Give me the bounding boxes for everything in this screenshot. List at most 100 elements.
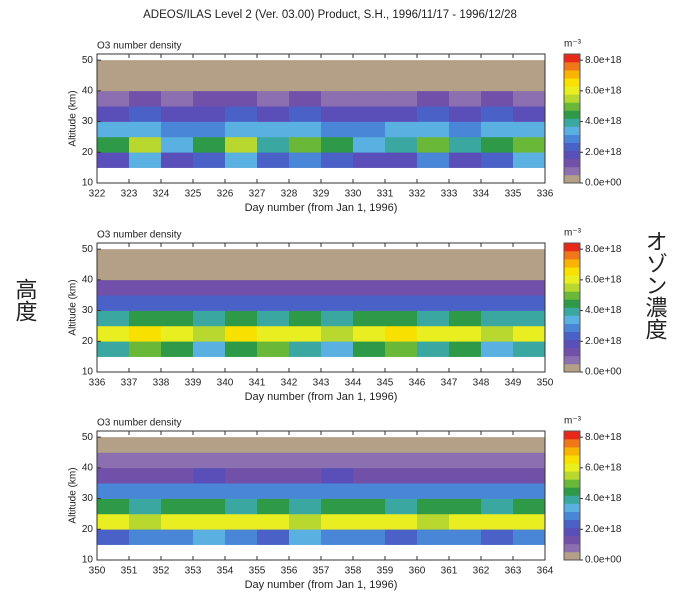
heatmap-cell bbox=[417, 249, 450, 265]
heatmap-cell bbox=[193, 60, 226, 76]
heatmap-cell bbox=[289, 60, 322, 76]
heatmap-cell bbox=[417, 529, 450, 545]
heatmap-cell bbox=[161, 467, 194, 484]
heatmap-cell bbox=[289, 325, 322, 342]
heatmap-cell bbox=[385, 136, 418, 153]
x-tick-label: 346 bbox=[409, 378, 426, 389]
heatmap-cell bbox=[321, 279, 354, 296]
heatmap-cell bbox=[353, 529, 386, 545]
heatmap-cell bbox=[385, 325, 418, 342]
heatmap-cell bbox=[193, 467, 226, 484]
heatmap-cell bbox=[353, 121, 386, 138]
heatmap-cell bbox=[353, 513, 386, 530]
y-tick-label: 50 bbox=[82, 55, 94, 66]
x-tick-label: 340 bbox=[217, 378, 234, 389]
heatmap-cell bbox=[97, 264, 130, 281]
heatmap-cell bbox=[481, 437, 514, 453]
heatmap-cell bbox=[225, 249, 258, 265]
heatmap-cell bbox=[289, 152, 322, 168]
heatmap-cell bbox=[257, 249, 290, 265]
colorbar-swatch bbox=[564, 307, 580, 316]
colorbar-frame bbox=[563, 53, 581, 184]
heatmap-cell bbox=[385, 90, 418, 107]
heatmap-cell bbox=[193, 75, 226, 92]
heatmap-cell bbox=[193, 106, 226, 122]
heatmap-cell bbox=[481, 136, 514, 153]
colorbar-swatch bbox=[564, 126, 580, 135]
heatmap-cell bbox=[513, 152, 546, 168]
heatmap-cell bbox=[225, 264, 258, 281]
colorbar-swatch bbox=[564, 94, 580, 103]
x-tick-label: 362 bbox=[473, 566, 490, 577]
heatmap-cell bbox=[353, 60, 386, 76]
heatmap-cell bbox=[97, 513, 130, 530]
x-tick-label: 328 bbox=[281, 189, 298, 200]
heatmap-cell bbox=[97, 310, 130, 327]
y-tick-label: 20 bbox=[82, 524, 94, 535]
heatmap-cell bbox=[289, 90, 322, 107]
heatmap-cell bbox=[289, 75, 322, 92]
x-tick-label: 339 bbox=[185, 378, 202, 389]
x-tick-label: 353 bbox=[185, 566, 202, 577]
heatmap-cell bbox=[449, 437, 482, 453]
heatmap-cell bbox=[193, 310, 226, 327]
x-tick-label: 331 bbox=[377, 189, 394, 200]
heatmap-cell bbox=[225, 341, 258, 357]
heatmap-cell bbox=[353, 437, 386, 453]
heatmap-cell bbox=[385, 60, 418, 76]
y-tick-label: 40 bbox=[82, 274, 94, 285]
heatmap-cell bbox=[449, 264, 482, 281]
heatmap-cell bbox=[161, 483, 194, 499]
x-tick-label: 343 bbox=[313, 378, 330, 389]
heatmap-cell bbox=[289, 498, 322, 515]
heatmap-cell bbox=[353, 467, 386, 484]
heatmap-cell bbox=[193, 90, 226, 107]
panel-title: O3 number density bbox=[97, 41, 182, 52]
panel-title: O3 number density bbox=[97, 230, 182, 241]
heatmap-cell bbox=[481, 121, 514, 138]
y-tick-label: 40 bbox=[82, 85, 94, 96]
colorbar-swatch bbox=[564, 519, 580, 529]
heatmap-cell bbox=[321, 121, 354, 138]
heatmap-cell bbox=[161, 121, 194, 138]
colorbar-swatch bbox=[564, 447, 580, 456]
heatmap-cell bbox=[129, 264, 162, 281]
heatmap-cell bbox=[161, 106, 194, 122]
colorbar-swatch bbox=[564, 70, 580, 79]
heatmap-cell bbox=[289, 279, 322, 296]
colorbar-swatch bbox=[564, 347, 580, 357]
heatmap-cell bbox=[129, 106, 162, 122]
x-tick-label: 325 bbox=[185, 189, 202, 200]
colorbar-swatch bbox=[564, 355, 580, 365]
colorbar-swatch bbox=[564, 299, 580, 308]
heatmap-cell bbox=[193, 136, 226, 153]
heatmap-cell bbox=[353, 136, 386, 153]
heatmap-cell bbox=[321, 513, 354, 530]
heatmap-cell bbox=[97, 498, 130, 515]
heatmap-cell bbox=[225, 75, 258, 92]
heatmap-cell bbox=[513, 75, 546, 92]
heatmap-cell bbox=[353, 90, 386, 107]
heatmap-cell bbox=[193, 452, 226, 469]
colorbar-swatch bbox=[564, 363, 580, 373]
heatmap-cell bbox=[129, 529, 162, 545]
x-tick-label: 357 bbox=[313, 566, 330, 577]
heatmap-cell bbox=[321, 498, 354, 515]
x-tick-label: 358 bbox=[345, 566, 362, 577]
left-side-label: 高度 bbox=[13, 278, 38, 322]
heatmap-cell bbox=[225, 136, 258, 153]
heatmap-cell bbox=[417, 90, 450, 107]
y-tick-label: 40 bbox=[82, 462, 94, 473]
heatmap-cell bbox=[129, 121, 162, 138]
heatmap-cell bbox=[257, 341, 290, 357]
x-tick-label: 364 bbox=[537, 566, 554, 577]
heatmap-cell bbox=[129, 75, 162, 92]
heatmap-cell bbox=[385, 264, 418, 281]
heatmap-cell bbox=[193, 437, 226, 453]
heatmap-cell bbox=[321, 249, 354, 265]
heatmap-cell bbox=[129, 152, 162, 168]
x-tick-label: 350 bbox=[89, 566, 106, 577]
heatmap-cell bbox=[129, 249, 162, 265]
heatmap-cell bbox=[321, 264, 354, 281]
heatmap-cell bbox=[129, 513, 162, 530]
